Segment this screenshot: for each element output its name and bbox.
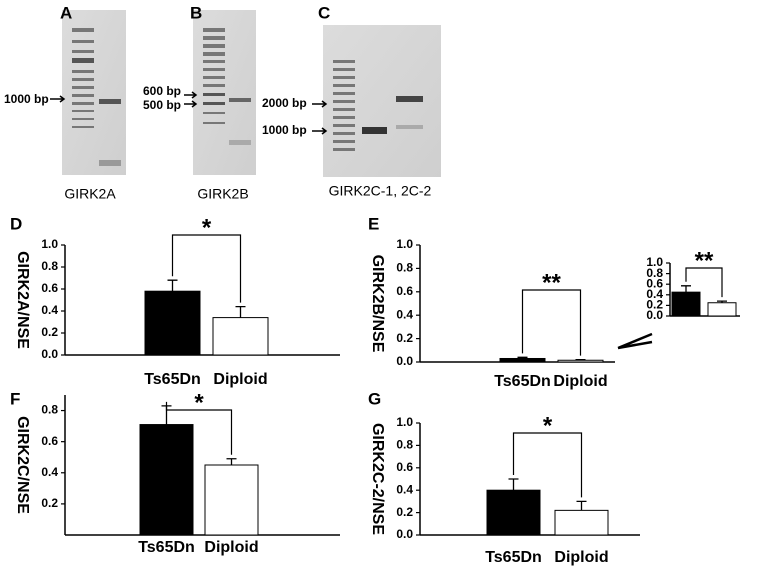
bar bbox=[144, 290, 201, 356]
x-tick-label: Ts65Dn bbox=[144, 371, 201, 388]
y-tick-label: 0.2 bbox=[396, 331, 413, 345]
significance-label: * bbox=[202, 214, 212, 241]
y-axis-label: GIRK2B/NSE bbox=[369, 255, 386, 353]
bar bbox=[671, 291, 701, 317]
gel-image bbox=[193, 10, 256, 175]
y-tick-label: 0.6 bbox=[396, 460, 413, 474]
panel-label: E bbox=[368, 214, 379, 233]
bar bbox=[499, 357, 546, 363]
marker-label: 500 bp bbox=[143, 98, 181, 112]
gel-image bbox=[62, 10, 126, 175]
significance-label: * bbox=[543, 412, 553, 439]
x-tick-label: Diploid bbox=[553, 373, 607, 390]
bar bbox=[557, 359, 604, 363]
arrow bbox=[184, 91, 198, 108]
significance-bracket bbox=[165, 401, 233, 455]
bar bbox=[554, 509, 609, 536]
y-tick-label: 1.0 bbox=[396, 415, 413, 429]
panel-label: D bbox=[10, 214, 22, 233]
y-tick-label: 0.4 bbox=[41, 303, 58, 317]
bar bbox=[707, 302, 737, 317]
y-tick-label: 0.4 bbox=[41, 465, 58, 479]
marker-label: 1000 bp bbox=[4, 92, 49, 106]
x-tick-label: Diploid bbox=[204, 539, 258, 556]
panel-label: B bbox=[190, 3, 202, 22]
y-tick-label: 0.8 bbox=[646, 266, 663, 280]
error-bar bbox=[235, 305, 246, 318]
gel-a bbox=[62, 10, 126, 175]
marker-label: 2000 bp bbox=[262, 96, 307, 110]
significance-bracket bbox=[512, 432, 583, 498]
panel-label: G bbox=[368, 389, 381, 408]
y-tick-label: 0.2 bbox=[396, 505, 413, 519]
x-tick-label: Ts65Dn bbox=[494, 373, 551, 390]
gel-b bbox=[193, 10, 256, 175]
x-tick-label: Ts65Dn bbox=[485, 549, 542, 566]
y-tick-label: 0.6 bbox=[41, 281, 58, 295]
y-tick-label: 0.6 bbox=[41, 434, 58, 448]
panel-label: C bbox=[318, 3, 330, 22]
y-tick-label: 0.8 bbox=[396, 261, 413, 275]
y-tick-label: 0.4 bbox=[646, 287, 663, 301]
y-axis-label: GIRK2A/NSE bbox=[14, 251, 31, 349]
error-bar bbox=[508, 478, 519, 491]
error-bar bbox=[517, 356, 528, 359]
y-tick-label: 0.4 bbox=[396, 482, 413, 496]
y-tick-label: 1.0 bbox=[646, 255, 663, 269]
y-tick-label: 0.6 bbox=[646, 276, 663, 290]
y-tick-label: 0.0 bbox=[396, 527, 413, 541]
error-bar bbox=[575, 359, 586, 361]
arrow bbox=[312, 100, 328, 135]
y-tick-label: 0.6 bbox=[396, 284, 413, 298]
y-tick-label: 0.0 bbox=[396, 354, 413, 368]
gel-caption: GIRK2A bbox=[64, 186, 116, 202]
significance-label: ** bbox=[542, 269, 561, 296]
gel-c bbox=[323, 25, 441, 177]
y-tick-label: 0.2 bbox=[41, 496, 58, 510]
panel-label: A bbox=[60, 3, 72, 22]
y-tick-label: 0.0 bbox=[646, 308, 663, 322]
zoom-indicator bbox=[617, 332, 653, 350]
y-tick-label: 1.0 bbox=[41, 237, 58, 251]
y-axis-label: GIRK2C-2/NSE bbox=[369, 423, 386, 535]
error-bar bbox=[576, 500, 587, 511]
bar bbox=[212, 317, 269, 356]
y-tick-label: 0.4 bbox=[396, 307, 413, 321]
y-tick-label: 0.2 bbox=[41, 325, 58, 339]
arrow bbox=[50, 95, 66, 103]
error-bar bbox=[717, 300, 727, 303]
significance-bracket bbox=[685, 267, 723, 298]
bar bbox=[139, 424, 194, 536]
panel-label: F bbox=[10, 389, 20, 408]
y-tick-label: 0.8 bbox=[396, 438, 413, 452]
error-bar bbox=[226, 458, 237, 465]
y-tick-label: 0.2 bbox=[646, 298, 663, 312]
gel-caption: GIRK2B bbox=[197, 186, 248, 202]
x-tick-label: Diploid bbox=[213, 371, 267, 388]
y-axis-label: GIRK2C/NSE bbox=[14, 416, 31, 514]
significance-label: * bbox=[194, 389, 204, 416]
bar bbox=[204, 464, 259, 536]
significance-label: ** bbox=[695, 247, 714, 274]
marker-label: 1000 bp bbox=[262, 123, 307, 137]
gel-caption: GIRK2C-1, 2C-2 bbox=[329, 183, 432, 199]
bar bbox=[486, 489, 541, 536]
x-tick-label: Diploid bbox=[554, 549, 608, 566]
y-tick-label: 0.8 bbox=[41, 403, 58, 417]
significance-bracket bbox=[521, 289, 582, 356]
marker-label: 600 bp bbox=[143, 84, 181, 98]
y-tick-label: 1.0 bbox=[396, 237, 413, 251]
error-bar bbox=[167, 279, 178, 292]
error-bar bbox=[681, 285, 691, 293]
y-tick-label: 0.8 bbox=[41, 259, 58, 273]
y-tick-label: 0.0 bbox=[41, 347, 58, 361]
significance-bracket bbox=[171, 234, 242, 303]
x-tick-label: Ts65Dn bbox=[138, 539, 195, 556]
